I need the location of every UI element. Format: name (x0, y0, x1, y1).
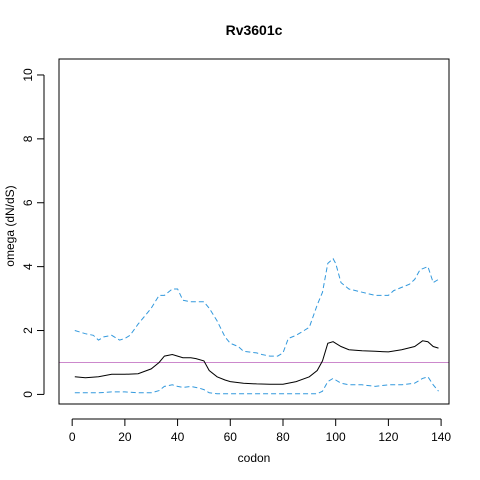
y-tick-label: 8 (21, 135, 35, 142)
y-axis-label: omega (dN/dS) (3, 185, 17, 266)
y-tick-label: 6 (21, 199, 35, 206)
x-tick-label: 120 (378, 430, 398, 444)
y-axis: 0 2 4 6 8 10 (21, 68, 45, 398)
series-line-upper (74, 257, 439, 357)
x-tick-label: 60 (224, 430, 238, 444)
chart-title: Rv3601c (226, 22, 283, 38)
x-axis-label: codon (238, 451, 271, 465)
x-tick-label: 40 (171, 430, 185, 444)
y-tick-label: 10 (21, 68, 35, 82)
x-tick-label: 100 (326, 430, 346, 444)
plot-area (59, 257, 449, 395)
x-tick-label: 0 (69, 430, 76, 444)
series-line-lower (74, 376, 439, 395)
series-line-omega (74, 340, 439, 385)
x-tick-label: 80 (276, 430, 290, 444)
x-tick-label: 140 (431, 430, 451, 444)
y-tick-label: 0 (21, 391, 35, 398)
x-tick-label: 20 (118, 430, 132, 444)
x-axis: 0 20 40 60 80 100 120 140 (69, 418, 451, 444)
plot-frame (58, 58, 450, 405)
y-tick-label: 2 (21, 327, 35, 334)
y-tick-label: 4 (21, 263, 35, 270)
